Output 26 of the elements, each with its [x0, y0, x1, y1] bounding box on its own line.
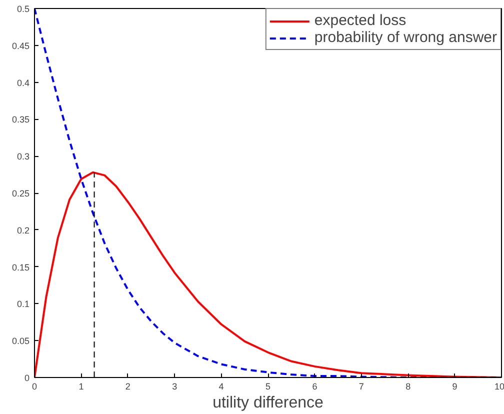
- y-tick-label: 0.5: [16, 4, 30, 14]
- x-tick-label: 2: [125, 382, 130, 392]
- y-tick-label: 0.1: [16, 299, 30, 310]
- y-tick-label: 0.3: [16, 152, 30, 162]
- x-tick-label: 6: [312, 382, 318, 392]
- y-tick-label: 0.35: [12, 114, 30, 125]
- y-tick-label: 0.15: [12, 262, 30, 272]
- y-tick-label: 0.4: [16, 78, 30, 88]
- x-tick-label: 7: [358, 382, 364, 392]
- x-tick-label: 3: [172, 382, 178, 392]
- y-tick-label: 0.25: [12, 188, 30, 198]
- x-tick-label: 4: [218, 382, 224, 392]
- y-tick-label: 0: [24, 373, 30, 383]
- y-tick-label: 0.05: [12, 336, 30, 346]
- legend-label: expected loss: [314, 12, 406, 29]
- legend-label: probability of wrong answer: [314, 29, 497, 46]
- x-tick-label: 9: [452, 382, 458, 392]
- x-axis-title: utility difference: [212, 394, 324, 412]
- x-tick-label: 8: [406, 382, 411, 392]
- y-tick-label: 0.2: [16, 225, 30, 236]
- x-tick-label: 1: [78, 382, 84, 392]
- line-series: [34, 8, 502, 378]
- x-tick-label: 0: [32, 382, 38, 392]
- x-tick-label: 5: [265, 382, 271, 392]
- y-tick-label: 0.45: [12, 40, 30, 51]
- x-tick-label: 10: [494, 382, 504, 392]
